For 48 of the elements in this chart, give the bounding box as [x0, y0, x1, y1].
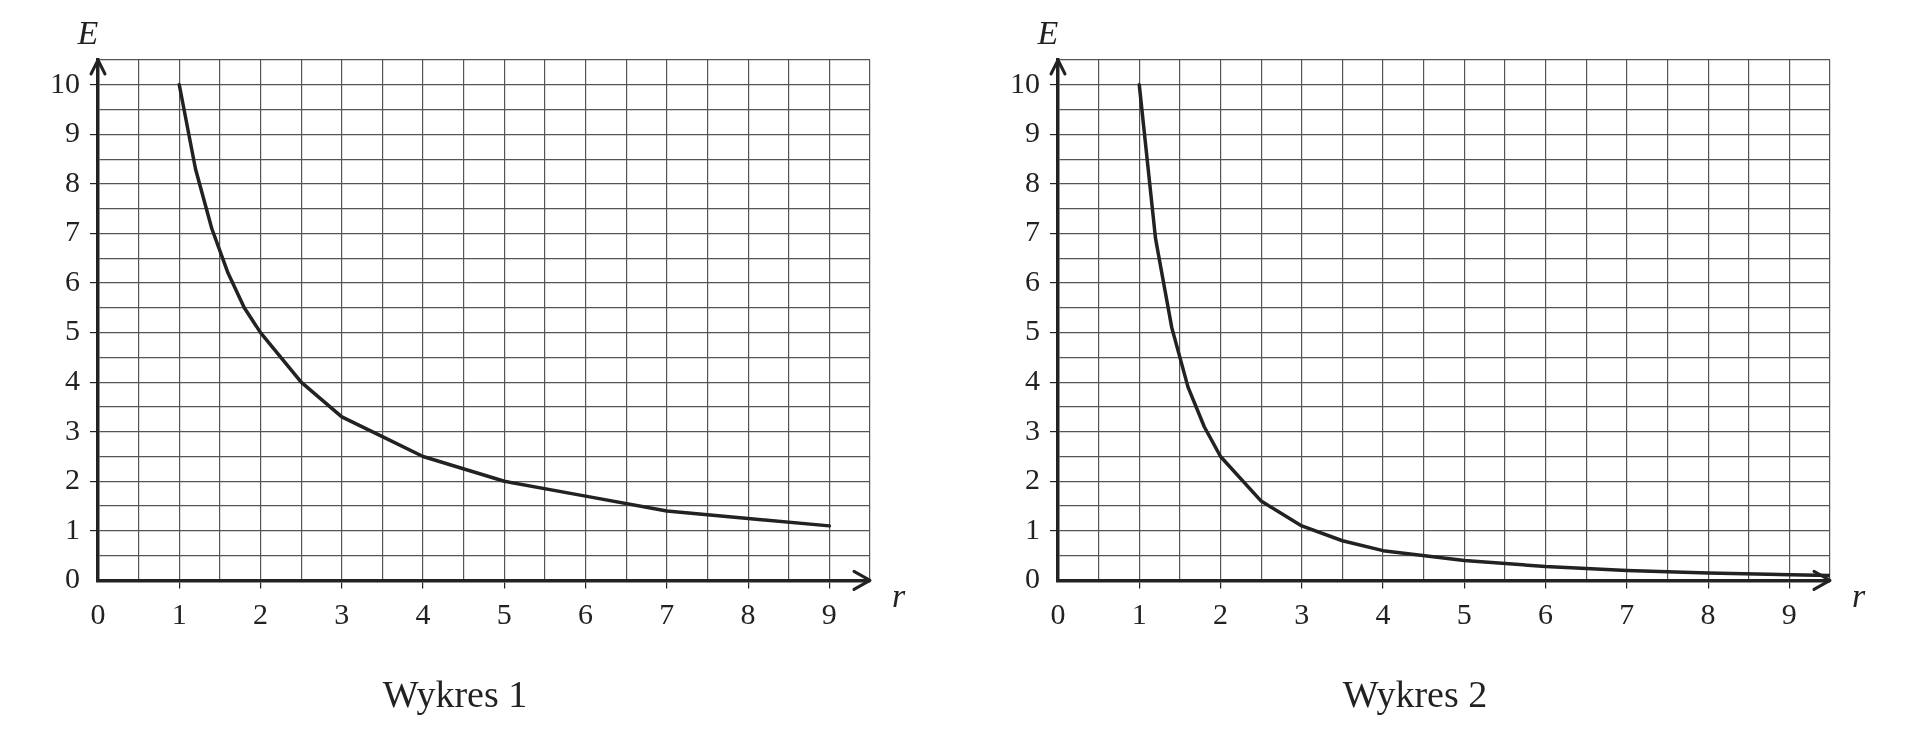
y-tick-label: 0 [65, 561, 80, 595]
x-tick-label: 3 [1294, 597, 1310, 631]
x-axis-title: r [1852, 577, 1866, 615]
y-axis-title: E [76, 13, 99, 51]
x-tick-label: 8 [740, 597, 756, 631]
text: Wykres 2 [1342, 673, 1488, 716]
x-tick-label: 1 [1131, 597, 1147, 631]
x-tick-label: 8 [1700, 597, 1716, 631]
y-tick-label: 2 [1025, 462, 1040, 496]
y-tick-label: 10 [1010, 65, 1040, 99]
y-tick-label: 4 [65, 363, 80, 397]
y-tick-label: 5 [65, 313, 80, 347]
y-tick-label: 8 [65, 164, 80, 198]
x-tick-label: 0 [90, 597, 106, 631]
y-tick-label: 1 [65, 511, 80, 545]
y-tick-label: 0 [1025, 561, 1040, 595]
y-tick-label: 7 [1025, 214, 1040, 248]
x-tick-label: 6 [1538, 597, 1554, 631]
y-axis-title: E [1036, 13, 1059, 51]
x-tick-label: 1 [171, 597, 187, 631]
x-tick-label: 7 [659, 597, 675, 631]
x-tick-label: 2 [253, 597, 269, 631]
x-tick-label: 9 [1781, 597, 1797, 631]
x-tick-label: 9 [821, 597, 837, 631]
y-tick-label: 8 [1025, 164, 1040, 198]
y-tick-label: 6 [1025, 263, 1040, 297]
y-tick-label: 1 [1025, 511, 1040, 545]
y-tick-label: 4 [1025, 363, 1040, 397]
x-tick-label: 5 [496, 597, 512, 631]
text: Wykres 1 [382, 673, 528, 716]
x-tick-label: 0 [1050, 597, 1066, 631]
y-tick-label: 10 [50, 65, 80, 99]
x-tick-label: 4 [1375, 597, 1391, 631]
x-tick-label: 6 [578, 597, 594, 631]
x-tick-label: 7 [1619, 597, 1635, 631]
x-tick-label: 2 [1213, 597, 1229, 631]
y-tick-label: 3 [1025, 412, 1040, 446]
x-tick-label: 3 [334, 597, 350, 631]
x-axis-title: r [892, 577, 906, 615]
y-tick-label: 9 [65, 115, 80, 149]
y-tick-label: 2 [65, 462, 80, 496]
y-tick-label: 6 [65, 263, 80, 297]
y-tick-label: 5 [1025, 313, 1040, 347]
y-tick-label: 7 [65, 214, 80, 248]
y-tick-label: 9 [1025, 115, 1040, 149]
x-tick-label: 4 [415, 597, 431, 631]
y-tick-label: 3 [65, 412, 80, 446]
x-tick-label: 5 [1456, 597, 1472, 631]
